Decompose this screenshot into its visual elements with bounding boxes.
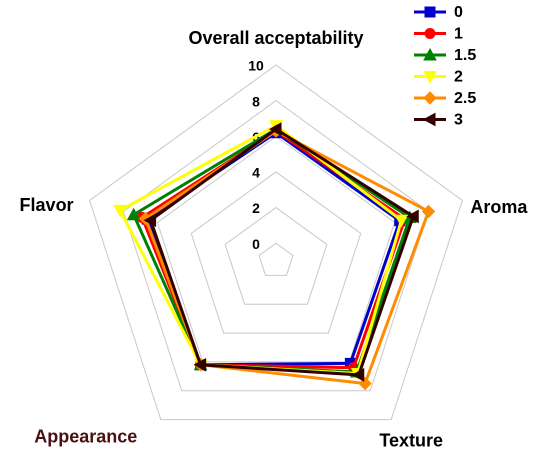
point (143, 213, 157, 228)
grid-ring (122, 100, 430, 392)
r-tick-label: 2 (252, 200, 260, 216)
grid-ring (224, 206, 328, 305)
point (422, 112, 436, 127)
point (423, 71, 437, 84)
series-line (143, 129, 431, 386)
point (394, 214, 409, 228)
legend-label: 2.5 (454, 90, 476, 107)
category-label: Overall acceptability (188, 28, 363, 48)
point (423, 91, 437, 105)
point (268, 122, 282, 136)
r-tick-label: 4 (252, 165, 260, 181)
grid-ring (89, 64, 463, 421)
point (421, 204, 436, 219)
legend-label: 1 (454, 26, 463, 43)
series-line (148, 127, 416, 377)
r-tick-label: 8 (252, 93, 260, 109)
legend-label: 1.5 (454, 47, 476, 64)
r-tick-label: 10 (248, 58, 264, 74)
category-label: Appearance (34, 426, 137, 446)
grid-ring (258, 242, 294, 276)
series (143, 122, 419, 382)
legend-label: 3 (454, 112, 463, 129)
point (113, 204, 127, 218)
point (406, 209, 419, 224)
point (424, 28, 436, 39)
point (424, 6, 436, 18)
point (423, 47, 437, 61)
category-label: Texture (379, 430, 443, 450)
point (351, 368, 365, 382)
legend-label: 0 (454, 4, 463, 21)
legend-label: 2 (454, 69, 463, 86)
series-line (140, 129, 407, 370)
point (358, 376, 372, 391)
grid-ring (156, 135, 396, 363)
category-label: Aroma (470, 197, 528, 217)
grid-ring (190, 171, 362, 334)
r-tick-label: 0 (252, 236, 260, 252)
point (193, 357, 207, 372)
category-label: Flavor (20, 195, 74, 215)
point (126, 207, 141, 221)
